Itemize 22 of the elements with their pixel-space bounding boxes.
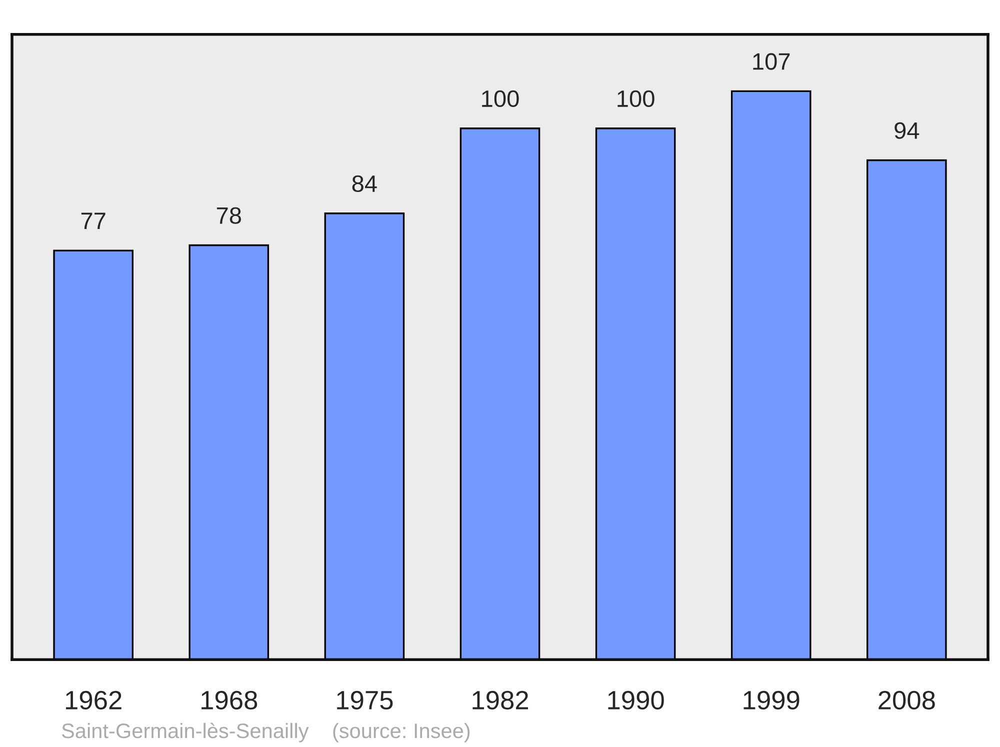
data-label: 77 xyxy=(81,212,106,229)
data-label: 100 xyxy=(482,90,519,108)
data-label: 84 xyxy=(352,175,377,192)
x-tick-label: 1999 xyxy=(744,690,800,710)
x-tick-label: 1990 xyxy=(608,690,664,710)
bar xyxy=(188,244,270,660)
x-tick-label: 1975 xyxy=(337,690,393,710)
bar xyxy=(730,90,812,660)
bar xyxy=(866,159,947,660)
bar xyxy=(595,128,676,660)
bar xyxy=(460,128,540,660)
bar xyxy=(53,250,134,660)
data-label: 78 xyxy=(216,207,241,224)
text: Saint-Germain-lès-Senailly (source: Insee) xyxy=(62,722,470,742)
bar xyxy=(324,212,405,660)
x-tick-label: 1962 xyxy=(66,690,122,710)
data-label: 100 xyxy=(618,90,654,108)
x-tick-label: 2008 xyxy=(878,690,935,710)
x-tick-label: 1968 xyxy=(202,690,258,710)
data-label: 107 xyxy=(753,53,790,70)
data-label: 94 xyxy=(894,122,920,139)
x-tick-label: 1982 xyxy=(472,690,528,710)
